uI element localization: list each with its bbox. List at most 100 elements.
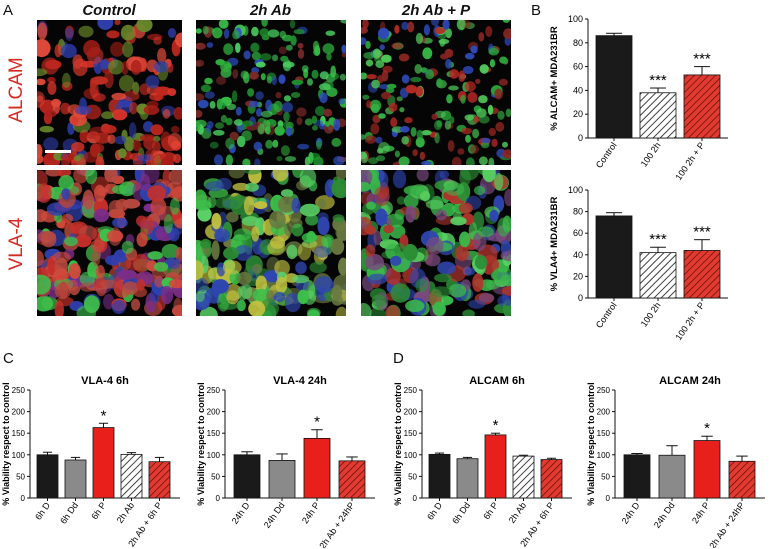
chart-alcam-positive: % ALCAM+ MDA231BR 0 20 40 60 80 100 Control *** 1… bbox=[549, 14, 728, 182]
y-tick-label: 0 bbox=[578, 133, 583, 143]
scale-bar bbox=[45, 150, 71, 153]
bar bbox=[693, 440, 721, 499]
y-tick-label: 20 bbox=[573, 271, 583, 281]
significance-marker: * bbox=[493, 417, 499, 434]
chart-alcam-24h: ALCAM 24h % Viability respect to control 0… bbox=[586, 375, 765, 548]
y-tick-label: 20 bbox=[573, 109, 583, 119]
y-axis-label: % ALCAM+ MDA231BR bbox=[549, 26, 560, 131]
x-tick-label: 100 2h + P bbox=[673, 300, 706, 342]
y-tick-label: 0 bbox=[413, 494, 418, 503]
panel-label-b: B bbox=[531, 2, 542, 19]
bar bbox=[484, 434, 507, 499]
chart-title: VLA-4 6h bbox=[81, 375, 129, 387]
x-tick-label: 24h D bbox=[620, 500, 642, 526]
x-tick-label: Control bbox=[594, 140, 619, 170]
micrograph-vla4-2h-ab bbox=[196, 170, 346, 316]
x-tick-label: 100 2h bbox=[639, 300, 663, 328]
bar bbox=[639, 252, 677, 299]
y-tick-label: 100 bbox=[12, 451, 26, 460]
chart-vla4-6h: VLA-4 6h % Viability respect to control 0 5… bbox=[1, 375, 180, 548]
column-title-2h-ab: 2h Ab bbox=[249, 2, 292, 19]
y-tick-label: 80 bbox=[573, 38, 583, 48]
y-tick-label: 0 bbox=[21, 494, 26, 503]
bar bbox=[639, 92, 677, 139]
bar bbox=[456, 458, 479, 499]
bar bbox=[683, 74, 721, 139]
bar bbox=[120, 453, 143, 499]
y-tick-label: 40 bbox=[573, 85, 583, 95]
y-axis-label: % Viability respect to control bbox=[393, 382, 403, 505]
bar bbox=[658, 454, 686, 499]
bar bbox=[268, 460, 296, 499]
x-tick-label: Control bbox=[594, 300, 619, 330]
y-tick-label: 150 bbox=[597, 429, 611, 438]
y-tick-label: 0 bbox=[216, 494, 221, 503]
x-tick-label: 24h D bbox=[230, 500, 252, 526]
y-axis-label: % Viability respect to control bbox=[196, 382, 206, 505]
significance-marker: *** bbox=[693, 51, 711, 68]
bar bbox=[303, 437, 331, 499]
x-tick-label: 24h Dd bbox=[262, 500, 287, 530]
chart-title: ALCAM 24h bbox=[659, 375, 721, 387]
column-title-2h-ab-p: 2h Ab + P bbox=[401, 2, 471, 19]
y-tick-label: 100 bbox=[568, 185, 583, 195]
y-tick-label: 200 bbox=[12, 408, 26, 417]
y-tick-label: 50 bbox=[408, 472, 417, 481]
column-title-control: Control bbox=[82, 2, 136, 19]
bar bbox=[728, 460, 756, 499]
chart-title: ALCAM 6h bbox=[469, 375, 525, 387]
y-tick-label: 50 bbox=[16, 472, 25, 481]
micrograph-alcam-2h-ab bbox=[196, 20, 346, 165]
panel-label-d: D bbox=[393, 350, 404, 367]
y-tick-label: 250 bbox=[404, 386, 418, 395]
x-tick-label: 6h D bbox=[33, 500, 52, 522]
micrograph-alcam-control bbox=[37, 20, 182, 165]
chart-alcam-6h: ALCAM 6h % Viability respect to control 0 5… bbox=[393, 375, 572, 548]
bar bbox=[595, 35, 633, 139]
x-tick-label: 6h P bbox=[481, 500, 500, 521]
y-tick-label: 200 bbox=[404, 408, 418, 417]
micrograph-vla4-control bbox=[37, 170, 182, 316]
y-tick-label: 80 bbox=[573, 207, 583, 217]
row-label-alcam: ALCAM bbox=[6, 57, 27, 123]
y-axis-label: % Viability respect to control bbox=[1, 382, 11, 505]
significance-marker: *** bbox=[649, 231, 667, 248]
y-axis-label: % Viability respect to control bbox=[586, 382, 596, 505]
bar bbox=[233, 454, 261, 499]
significance-marker: * bbox=[704, 420, 710, 437]
bar bbox=[595, 215, 633, 299]
bar bbox=[148, 461, 171, 499]
row-label-vla4: VLA-4 bbox=[6, 217, 27, 271]
bar bbox=[683, 250, 721, 299]
micrograph-vla4-2h-ab-p bbox=[361, 170, 511, 316]
y-tick-label: 50 bbox=[211, 472, 220, 481]
x-tick-label: 2h Ab + 24hP bbox=[317, 500, 356, 548]
x-tick-label: 2h Ab bbox=[507, 500, 528, 525]
y-tick-label: 0 bbox=[578, 293, 583, 303]
x-tick-label: 6h Dd bbox=[450, 500, 472, 525]
y-tick-label: 150 bbox=[207, 429, 221, 438]
bar bbox=[64, 459, 87, 499]
x-tick-label: 6h P bbox=[89, 500, 108, 521]
y-tick-label: 250 bbox=[207, 386, 221, 395]
y-tick-label: 150 bbox=[404, 429, 418, 438]
panel-label-a: A bbox=[3, 2, 14, 19]
y-tick-label: 100 bbox=[404, 451, 418, 460]
y-tick-label: 100 bbox=[568, 14, 583, 24]
micrograph-alcam-2h-ab-p bbox=[361, 20, 511, 165]
y-axis-label: % VLA4+ MDA231BR bbox=[549, 196, 560, 291]
bar bbox=[623, 454, 651, 499]
significance-marker: *** bbox=[649, 72, 667, 89]
x-tick-label: 100 2h + P bbox=[673, 140, 706, 182]
x-tick-label: 6h D bbox=[425, 500, 444, 522]
y-tick-label: 100 bbox=[207, 451, 221, 460]
bar bbox=[36, 454, 59, 499]
significance-marker: * bbox=[101, 407, 107, 424]
x-tick-label: 24h P bbox=[690, 500, 712, 525]
bar bbox=[92, 427, 115, 499]
significance-marker: * bbox=[314, 414, 320, 431]
y-tick-label: 60 bbox=[573, 62, 583, 72]
y-tick-label: 0 bbox=[606, 494, 611, 503]
x-tick-label: 2h Ab + 24hP bbox=[707, 500, 746, 548]
y-tick-label: 200 bbox=[207, 408, 221, 417]
